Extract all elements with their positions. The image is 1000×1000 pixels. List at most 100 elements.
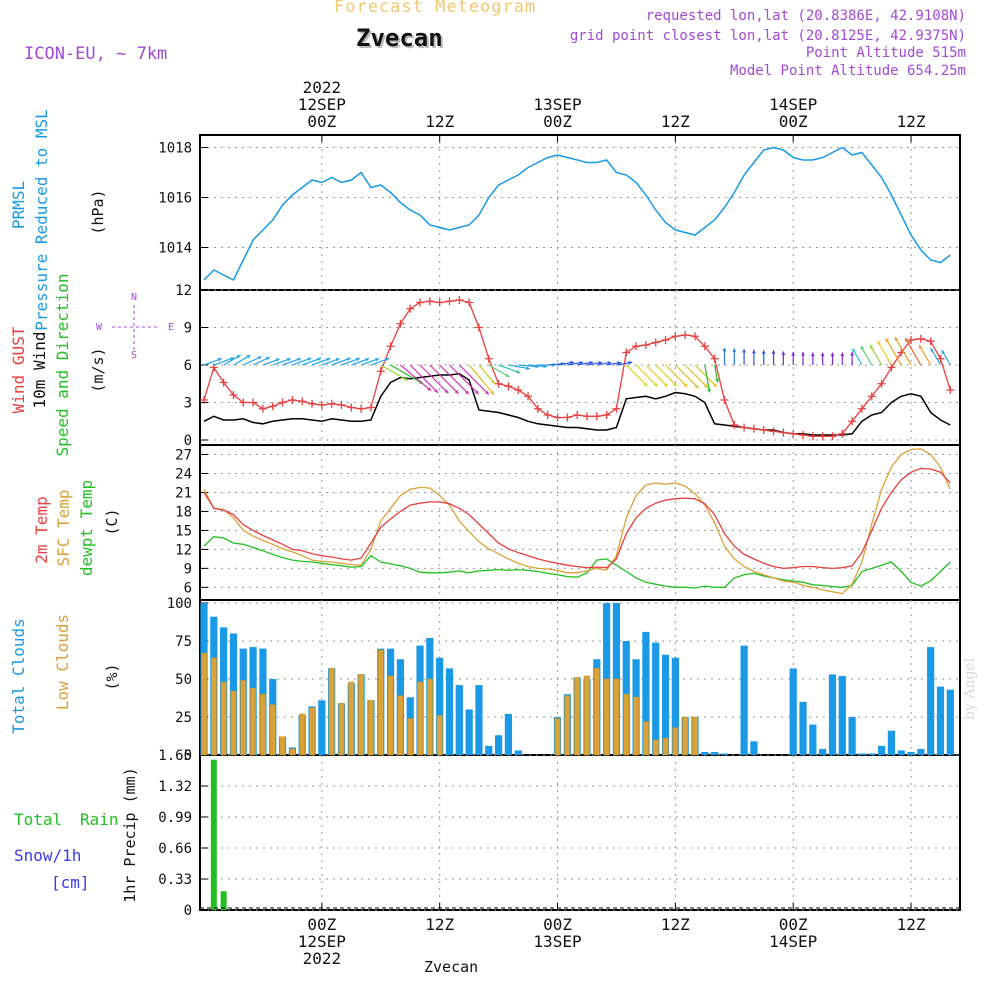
wind-direction-arrow (400, 364, 432, 392)
wind-direction-arrow (213, 357, 235, 366)
wind-gust-marker (857, 404, 866, 413)
labels-layer: 1014101610180369126912151821242702550751… (9, 78, 926, 968)
total-cloud-bar (750, 741, 758, 755)
ytick-label-wind: 12 (175, 283, 192, 299)
ytick-label-wind: 0 (184, 433, 192, 449)
total-cloud-bar (475, 685, 483, 755)
pressure-label-sub: Pressure Reduced to MSL (32, 109, 51, 331)
time-label-bottom: 12Z (425, 915, 454, 934)
wind-arrow-head (653, 382, 658, 387)
wind-arrow-head (930, 348, 935, 353)
ytick-label-precip: 1.32 (158, 779, 192, 795)
wind-direction-arrow (498, 364, 521, 374)
wind-gust-marker (504, 382, 513, 391)
time-label-bottom: 00Z (779, 915, 808, 934)
ytick-label-precip: 1.65 (158, 748, 192, 764)
low-cloud-bar (672, 727, 679, 756)
wind-gust-marker (474, 323, 483, 332)
ytick-label-temperature: 6 (184, 580, 192, 596)
wind-gust-marker (317, 401, 326, 409)
wind-gust-marker (720, 396, 729, 404)
snow-unit: [cm] (51, 873, 90, 892)
wind-arrow-head (297, 357, 301, 362)
wind-gust-marker (573, 411, 582, 419)
wind-gust-marker (799, 431, 808, 439)
wind-gust-marker (730, 421, 739, 429)
low-cloud-bar (642, 721, 649, 756)
wind-arrow-head (830, 352, 835, 357)
low-cloud-bar (240, 680, 247, 756)
wind-gust-marker (484, 354, 493, 363)
ytick-label-precip: 0.99 (158, 810, 192, 826)
wind-gust-marker (582, 412, 591, 421)
wind-gust-marker (759, 426, 768, 434)
wind-gust-marker (268, 402, 277, 411)
total-cloud-bar (907, 751, 915, 755)
wind-arrow-head (355, 357, 360, 362)
ytick-label-temperature: 18 (175, 504, 192, 520)
low-cloud-bar (279, 736, 286, 756)
requested-location: requested lon,lat (20.8386E, 42.9108N) (645, 8, 966, 24)
wind-direction-arrow (468, 364, 495, 396)
wind-gust-marker (592, 412, 601, 421)
total-clouds-label: Total Clouds (9, 618, 28, 734)
ytick-label-temperature: 9 (184, 561, 192, 577)
wind-arrow-head (434, 389, 439, 393)
wind-direction-arrow (645, 364, 669, 388)
wind-arrow-head (589, 360, 593, 365)
wind-arrow-head (860, 345, 865, 350)
total-cloud-bar (927, 647, 935, 755)
wind-arrow-head (236, 355, 241, 359)
compass-cross (112, 305, 160, 352)
low-cloud-bar (662, 737, 669, 756)
low-cloud-bar (407, 718, 414, 756)
total-cloud-bar (936, 686, 945, 755)
total-cloud-bar (671, 657, 679, 755)
wind-arrow-head (346, 357, 351, 362)
wind-direction-arrow (508, 364, 531, 370)
ytick-label-pressure: 1016 (158, 191, 192, 207)
wind-direction-arrow (894, 336, 912, 366)
ytick-label-clouds: 75 (175, 634, 192, 650)
low-cloud-bar (633, 696, 639, 756)
model-point-altitude: Model Point Altitude 654.25m (729, 63, 966, 79)
precip-unit: 1hr Precip (mm) (121, 767, 139, 902)
wind-gust-marker (553, 413, 562, 422)
wind-gust-marker (602, 411, 611, 419)
wind-gust-marker (357, 404, 366, 413)
wind-arrow-head (732, 348, 737, 352)
wind-gust-marker (455, 296, 464, 304)
wind-gust-marker (867, 392, 876, 401)
wind-gust-marker (671, 332, 680, 341)
wind-arrow-head (643, 382, 648, 387)
total-cloud-bar (701, 751, 709, 755)
wind-direction-arrow (674, 364, 699, 389)
wind-arrow-head (840, 352, 845, 357)
wind-arrow-head (820, 352, 825, 357)
low-cloud-bar (220, 681, 227, 756)
low-cloud-bar (564, 695, 571, 756)
wind-arrow-head (427, 386, 432, 391)
wind-direction-arrow (684, 364, 709, 389)
panel-frame-pressure (199, 134, 961, 291)
temp-2m-line (203, 467, 951, 570)
wind-arrow-head (941, 350, 946, 355)
wind-gust-marker (681, 331, 690, 339)
low-clouds-label: Low Clouds (53, 614, 72, 710)
wind-arrow-head (607, 361, 612, 365)
low-cloud-bar (269, 704, 276, 756)
wind-direction-arrow (478, 364, 496, 385)
low-cloud-bar (436, 715, 443, 756)
low-cloud-bar (210, 657, 217, 756)
total-cloud-bar (740, 645, 748, 755)
wind-arrow-head (490, 379, 495, 384)
total-cloud-bar (485, 745, 493, 755)
wind-arrow-head (715, 378, 720, 383)
wind-gust-marker (445, 297, 454, 306)
total-cloud-bar (809, 724, 817, 755)
wind-gust-marker (808, 432, 817, 441)
wind-arrow-head (885, 338, 890, 343)
low-cloud-bar (652, 739, 659, 756)
time-label-top: 12Z (661, 112, 690, 131)
rain-bar (220, 891, 227, 910)
